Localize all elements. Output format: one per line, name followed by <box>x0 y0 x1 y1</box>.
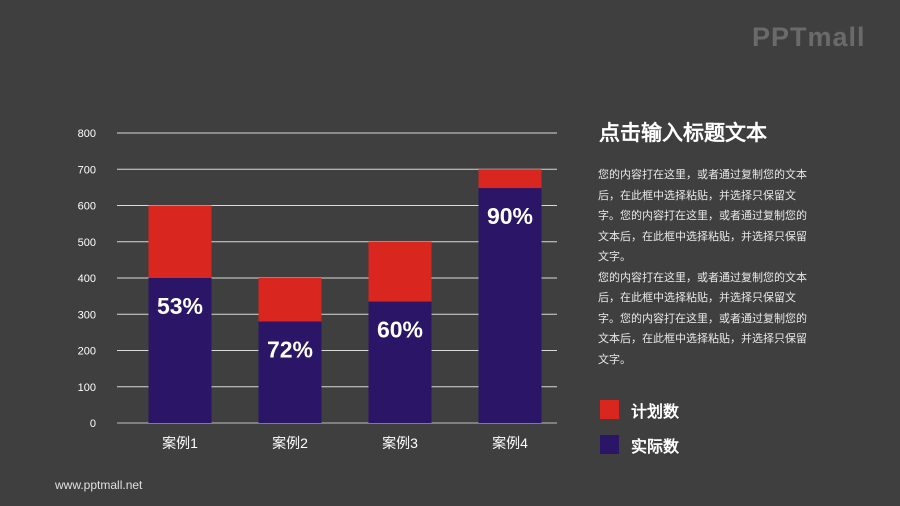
x-tick-label: 案例1 <box>162 435 198 451</box>
data-label: 53% <box>157 293 203 319</box>
bar-actual <box>368 301 432 423</box>
y-tick-label: 200 <box>78 346 96 358</box>
y-tick-label: 300 <box>78 309 96 321</box>
legend-swatch-actual <box>600 435 619 454</box>
y-tick-label: 500 <box>78 237 96 249</box>
pptmall-logo: PPTmall <box>752 22 866 52</box>
legend-label-actual: 实际数 <box>631 438 680 456</box>
bar-actual <box>478 188 542 423</box>
legend-label-plan: 计划数 <box>631 403 680 421</box>
bar-actual <box>148 278 212 423</box>
x-tick-label: 案例2 <box>272 435 308 451</box>
side-title: 点击输入标题文本 <box>599 122 767 145</box>
y-tick-label: 400 <box>78 273 96 285</box>
y-tick-label: 700 <box>78 164 96 176</box>
data-label: 60% <box>377 317 423 343</box>
legend-item-plan: 计划数 <box>600 400 820 421</box>
data-label: 90% <box>487 203 533 229</box>
side-paragraph-2: 您的内容打在这里，或者通过复制您的文本后，在此框中选择粘贴，并选择只保留文字。您… <box>598 271 807 366</box>
x-tick-label: 案例3 <box>382 435 418 451</box>
bar-actual <box>258 321 322 423</box>
side-paragraph-1: 您的内容打在这里，或者通过复制您的文本后，在此框中选择粘贴，并选择只保留文字。您… <box>598 169 807 263</box>
y-tick-label: 0 <box>90 418 96 430</box>
y-tick-label: 100 <box>78 382 96 394</box>
side-panel: 点击输入标题文本 您的内容打在这里，或者通过复制您的文本后，在此框中选择粘贴，并… <box>598 120 820 456</box>
footer-url: www.pptmall.net <box>55 478 143 492</box>
x-tick-label: 案例4 <box>492 435 528 451</box>
legend-swatch-plan <box>600 400 619 419</box>
y-tick-label: 600 <box>78 201 96 213</box>
data-label: 72% <box>267 337 313 363</box>
y-tick-label: 800 <box>78 128 96 140</box>
legend: 计划数 实际数 <box>598 400 820 456</box>
legend-item-actual: 实际数 <box>600 435 820 456</box>
